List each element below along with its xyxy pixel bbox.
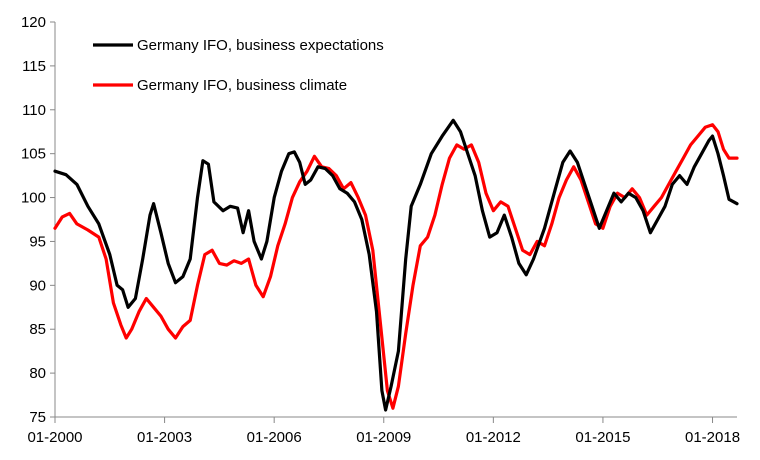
legend: Germany IFO, business expectations German… — [93, 37, 384, 94]
series-layer — [53, 118, 739, 412]
series-line-business-expectations — [53, 118, 739, 412]
y-tick-label: 80 — [29, 365, 46, 382]
y-tick-label: 110 — [22, 102, 46, 119]
x-tick-label: 01-2000 — [27, 429, 82, 446]
x-tick-label: 01-2003 — [137, 429, 192, 446]
x-tick-label: 01-2018 — [685, 429, 740, 446]
legend-label: Germany IFO, business expectations — [137, 37, 384, 54]
legend-label: Germany IFO, business climate — [137, 77, 347, 94]
x-tick-label: 01-2009 — [356, 429, 411, 446]
x-tick-label: 01-2012 — [466, 429, 521, 446]
y-tick-label: 95 — [29, 233, 46, 250]
axes: 75 80 85 90 95 100 105 110 115 120 01-2000 01-2003 0… — [21, 14, 740, 446]
y-tick-label: 90 — [29, 277, 46, 294]
y-tick-label: 75 — [29, 409, 46, 426]
y-tick-label: 100 — [21, 190, 46, 207]
y-tick-label: 120 — [21, 14, 46, 31]
x-tick-label: 01-2006 — [247, 429, 302, 446]
y-tick-label: 115 — [22, 58, 46, 75]
y-tick-label: 105 — [21, 146, 46, 163]
y-tick-label: 85 — [29, 321, 46, 338]
x-tick-label: 01-2015 — [575, 429, 630, 446]
